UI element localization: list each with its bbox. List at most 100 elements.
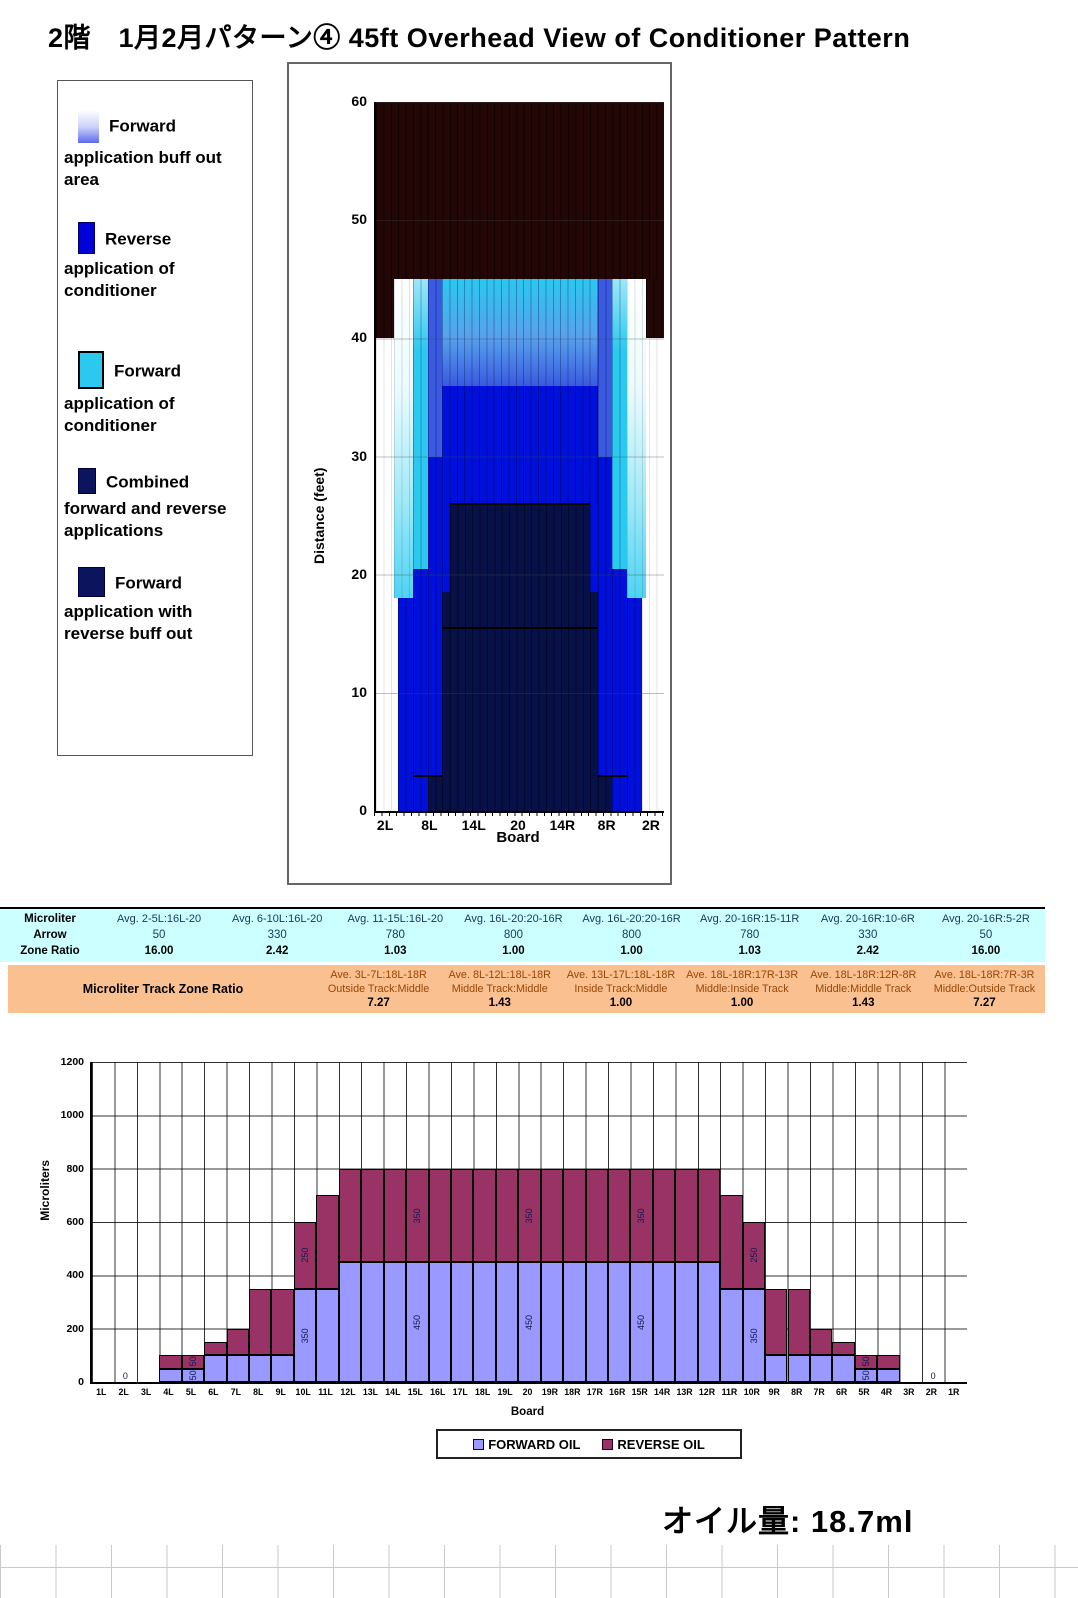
bar-chart-y-tick-label: 1000	[60, 1109, 84, 1122]
reverse-oil-bar-label: 350	[636, 1207, 647, 1223]
pattern-zone-royal	[427, 279, 443, 457]
reverse-oil-bar	[518, 1168, 541, 1262]
arrow-table-ratio: 16.00	[144, 945, 174, 957]
forward-oil-bar	[428, 1262, 451, 1382]
bar-chart-x-tick-label: 17R	[586, 1387, 603, 1397]
track-table-subheader: Inside Track:Middle	[574, 983, 668, 995]
bar-chart-x-tick-label: 18R	[564, 1387, 581, 1397]
pattern-zone-rev	[590, 503, 598, 593]
arrow-table-header: Avg. 20-16R:5-2R	[942, 913, 1030, 925]
pattern-zone-cyan	[412, 279, 428, 569]
track-table-header: Ave. 18L-18R:17R-13R	[686, 969, 799, 981]
forward-oil-bar	[361, 1262, 384, 1382]
track-table-ratio: 7.27	[973, 997, 996, 1009]
track-table-header: Ave. 3L-7L:18L-18R	[330, 969, 427, 981]
oil-amount-label: オイル量: 18.7ml	[662, 1504, 914, 1539]
cyan-swatch-icon	[78, 350, 104, 389]
track-table-ratio: 7.27	[367, 997, 390, 1009]
reverse-oil-bar	[697, 1168, 721, 1262]
bar-chart-y-tick-label: 0	[78, 1376, 84, 1388]
arrow-table-microliters: 780	[740, 929, 760, 941]
track-table-ratio: 1.00	[730, 997, 754, 1009]
bar-chart-x-tick-label: 1L	[96, 1387, 107, 1397]
reverse-oil-bar	[832, 1342, 855, 1356]
bar-chart-x-tick-label: 8L	[253, 1387, 264, 1397]
reverse-oil-bar	[787, 1288, 810, 1356]
arrow-table-ratio: 1.00	[502, 945, 525, 957]
zero-oil-label: 0	[122, 1371, 128, 1381]
bar-chart-x-tick-label: 16L	[430, 1387, 446, 1397]
forward-oil-swatch-icon	[473, 1438, 485, 1450]
track-table-header: Ave. 18L-18R:7R-3R	[934, 969, 1035, 981]
overhead-y-tick-labels: 60 50 40 30 20 10 0	[331, 64, 367, 883]
track-table-header: Ave. 8L-12L:18L-18R	[448, 969, 551, 981]
reverse-oil-bar-label: 50	[861, 1357, 872, 1368]
arrow-table-header: Avg. 20-16R:15-11R	[700, 913, 800, 925]
arrow-table-header: Avg. 16L-20:20-16R	[464, 913, 563, 925]
bar-chart-x-tick-label: 19R	[541, 1387, 558, 1397]
reverse-oil-bar	[652, 1168, 676, 1262]
reverse-oil-bar	[428, 1168, 451, 1262]
reverse-oil-bar	[563, 1168, 586, 1262]
pattern-zone-rev	[427, 456, 443, 776]
bar-chart-y-tick-label: 800	[66, 1162, 84, 1175]
overhead-y-tick-label: 0	[359, 802, 367, 818]
bar-chart-x-tick-label: 20	[522, 1387, 533, 1397]
overhead-x-tick-label: 2L	[376, 817, 394, 833]
bar-chart-x-tick-label: 3L	[140, 1387, 152, 1397]
rev-swatch-icon	[78, 221, 95, 254]
forward-oil-bar	[518, 1262, 541, 1382]
bar-legend-label: FORWARD OIL	[488, 1436, 581, 1452]
reverse-oil-bar	[181, 1355, 205, 1369]
bar-chart-x-tick-label: 12L	[340, 1387, 356, 1397]
arrow-table-header: Avg. 16L-20:20-16R	[582, 913, 681, 925]
overhead-y-tick-label: 60	[351, 93, 367, 109]
reverse-oil-bar-label: 50	[187, 1357, 198, 1368]
pattern-zone-rev	[612, 568, 628, 811]
forward-oil-bar	[832, 1355, 855, 1382]
reverse-oil-bar	[809, 1328, 833, 1356]
bar-chart-y-tick-label: 200	[66, 1322, 84, 1335]
track-table-ratio: 1.00	[609, 997, 633, 1009]
arrow-table-row-label: Arrow	[33, 929, 67, 941]
track-table-column: Ave. 18L-18R:17R-13R Middle:Inside Track 1…	[682, 968, 803, 1010]
pattern-zone-wood	[645, 279, 664, 339]
spreadsheet-gridlines	[0, 1545, 1078, 1598]
arrow-table-microliters: 330	[858, 929, 878, 941]
arrow-table-ratio: 16.00	[971, 945, 1001, 957]
arrow-table-column: Avg. 20-16R:5-2R 50 16.00	[927, 911, 1045, 959]
reverse-oil-bar	[854, 1355, 878, 1369]
forward-oil-bar	[338, 1262, 362, 1382]
bar-legend-item: REVERSE OIL	[602, 1437, 705, 1452]
pattern-zone-wood	[376, 279, 395, 339]
track-table-header: Ave. 13L-17L:18L-18R	[566, 969, 676, 981]
bar-chart-x-tick-label: 2R	[925, 1387, 937, 1397]
forward-oil-bar-label: 50	[861, 1370, 872, 1381]
arrow-table-column: Avg. 16L-20:20-16R 800 1.00	[454, 911, 572, 959]
pattern-zone-buff	[394, 279, 413, 599]
overhead-x-tick-label: 14R	[549, 817, 576, 833]
reverse-oil-bar	[293, 1222, 317, 1289]
reverse-oil-bar	[742, 1222, 766, 1289]
track-table-column: Ave. 18L-18R:12R-8R Middle:Middle Track 1.…	[803, 968, 924, 1010]
track-table-subheader: Middle:Middle Track	[815, 983, 912, 995]
bar-chart-x-tick-label: 9R	[768, 1387, 780, 1397]
forward-oil-bar-label: 50	[187, 1370, 198, 1381]
reverse-oil-bar	[271, 1288, 294, 1356]
track-table-subheader: Middle:Inside Track	[695, 983, 789, 995]
forward-oil-bar	[742, 1288, 766, 1382]
forward-oil-bar	[473, 1262, 496, 1382]
pattern-distance-line	[597, 774, 628, 777]
forward-oil-bar-label: 450	[636, 1314, 647, 1330]
frev-swatch-icon	[78, 566, 105, 597]
pattern-zone-wood	[376, 102, 664, 280]
reverse-oil-bar	[204, 1342, 227, 1356]
bar-chart-x-tick-label: 10R	[743, 1387, 760, 1397]
bar-chart-x-tick-label: 16R	[609, 1387, 626, 1397]
reverse-oil-bar-label: 250	[300, 1247, 311, 1263]
pattern-zone-buff	[627, 279, 646, 599]
reverse-oil-bar	[361, 1168, 384, 1262]
reverse-oil-bar-label: 350	[524, 1207, 535, 1223]
pattern-zone-comb	[427, 775, 443, 811]
bar-chart-x-tick-label: 6R	[835, 1387, 848, 1397]
